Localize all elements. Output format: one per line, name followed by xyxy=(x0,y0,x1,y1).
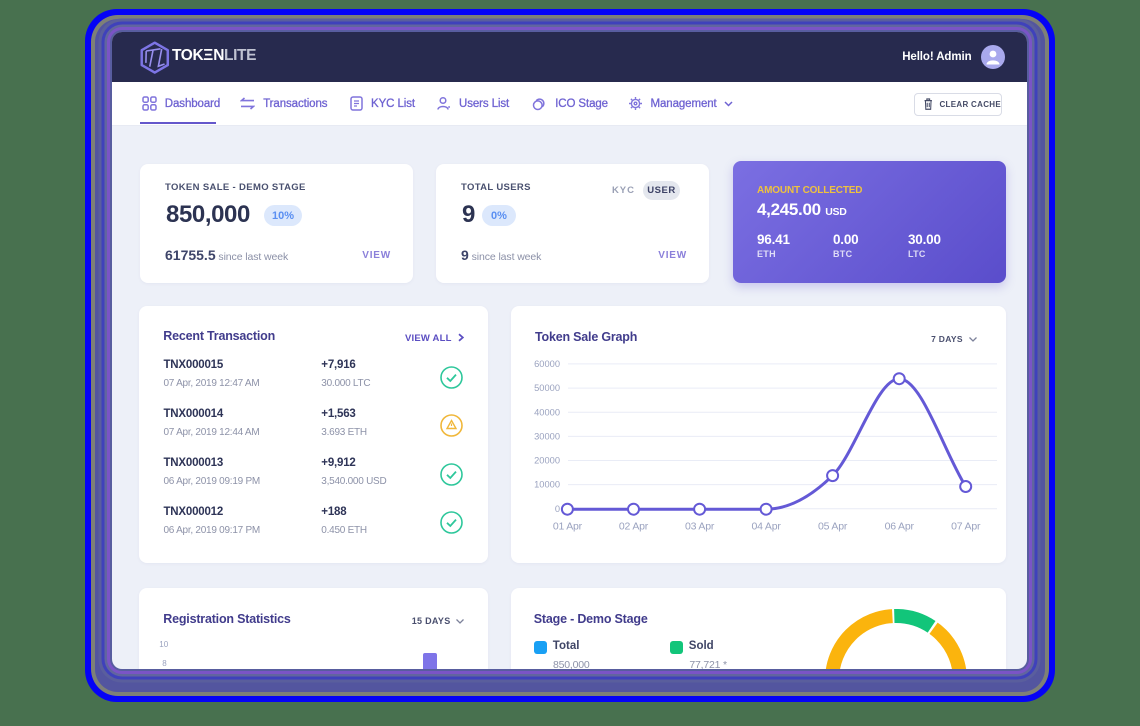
svg-text:02 Apr: 02 Apr xyxy=(619,521,649,533)
svg-text:03 Apr: 03 Apr xyxy=(685,521,715,533)
svg-text:05 Apr: 05 Apr xyxy=(818,521,848,533)
svg-text:01 Apr: 01 Apr xyxy=(553,521,583,533)
svg-text:0: 0 xyxy=(555,504,560,514)
svg-text:04 Apr: 04 Apr xyxy=(752,521,782,533)
svg-text:60000: 60000 xyxy=(534,359,560,369)
svg-text:10000: 10000 xyxy=(534,480,560,490)
svg-text:30000: 30000 xyxy=(534,432,560,442)
svg-text:06 Apr: 06 Apr xyxy=(885,521,915,533)
svg-text:20000: 20000 xyxy=(534,456,560,466)
svg-text:40000: 40000 xyxy=(534,407,560,417)
svg-text:07 Apr: 07 Apr xyxy=(951,521,981,533)
svg-text:50000: 50000 xyxy=(534,383,560,393)
